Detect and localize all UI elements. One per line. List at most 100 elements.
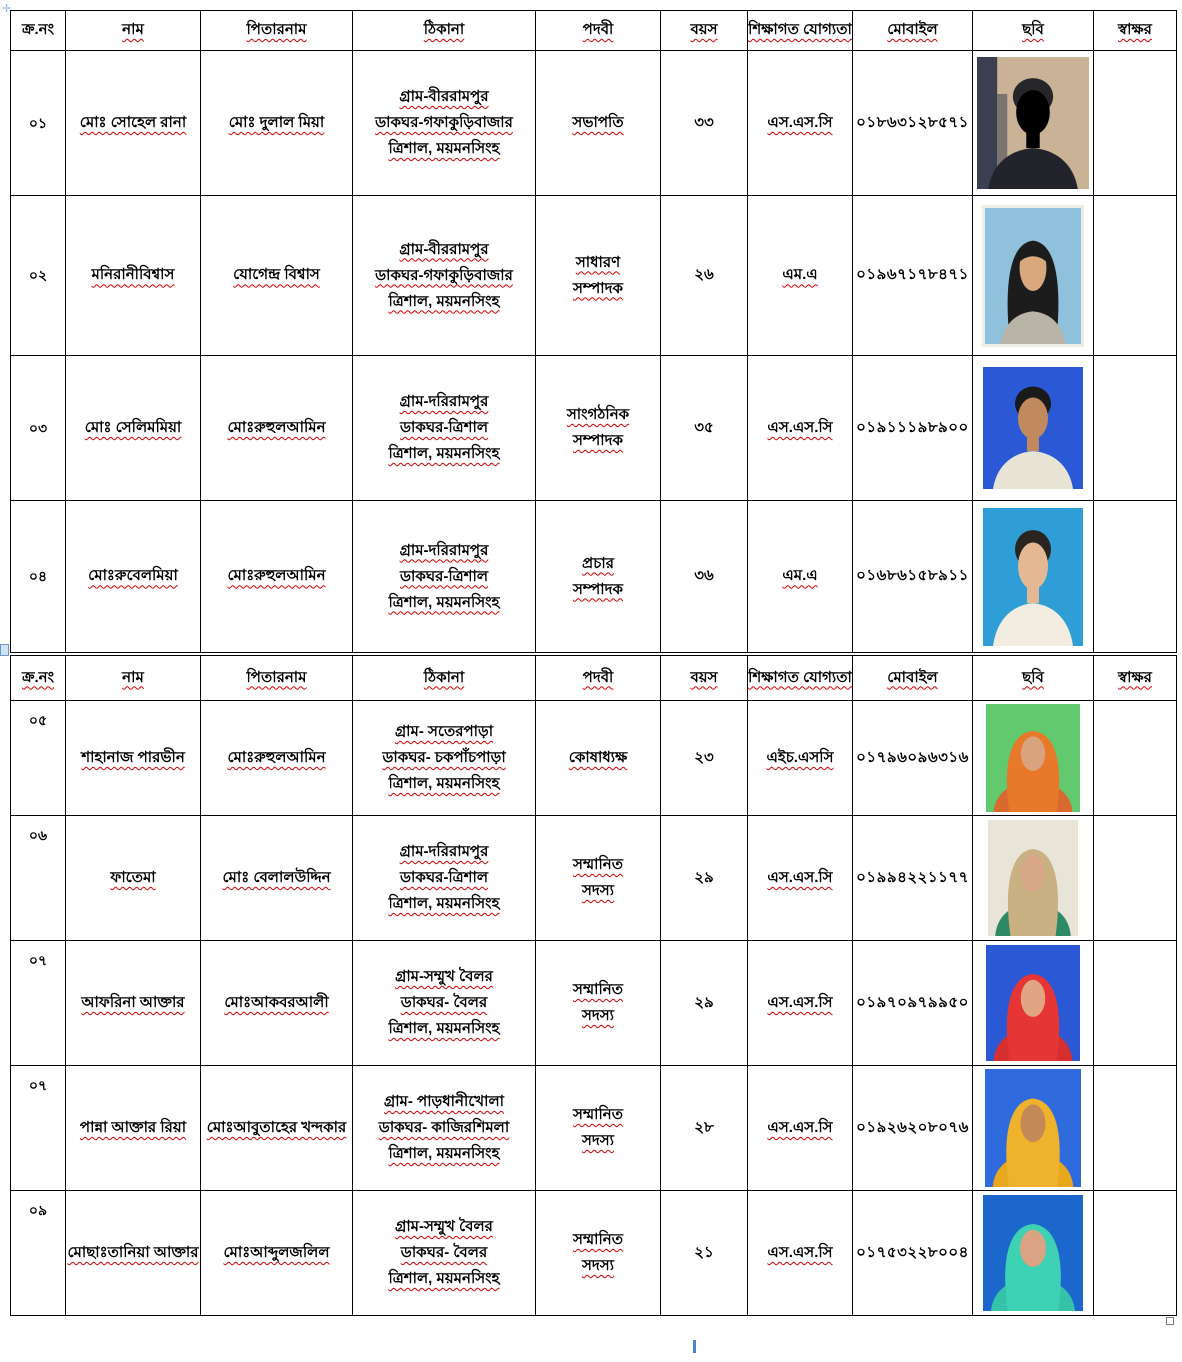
photo-cell[interactable] xyxy=(972,940,1094,1066)
col-header-serial[interactable]: ক্র.নং xyxy=(10,655,66,701)
signature-cell[interactable] xyxy=(1093,940,1177,1066)
address-cell[interactable]: গ্রাম-বীররামপুর ডাকঘর-গফাকুড়িবাজার ত্রিশা… xyxy=(352,50,536,196)
signature-cell[interactable] xyxy=(1093,1190,1177,1316)
address-cell[interactable]: গ্রাম-দরিরামপুর ডাকঘর-ত্রিশাল ত্রিশাল, ময়… xyxy=(352,355,536,501)
member-photo[interactable] xyxy=(983,1195,1083,1311)
col-header-signature[interactable]: স্বাক্ষর xyxy=(1093,10,1177,51)
photo-cell[interactable] xyxy=(972,815,1094,941)
serial-cell[interactable]: ০৩ xyxy=(10,355,66,501)
member-photo[interactable] xyxy=(980,504,1086,649)
address-cell[interactable]: গ্রাম-সম্মুখ বৈলর ডাকঘর- বৈলর ত্রিশাল, ময়… xyxy=(352,1190,536,1316)
age-cell[interactable]: ২৬ xyxy=(660,195,748,356)
serial-cell[interactable]: ০৭ xyxy=(10,1065,66,1191)
designation-cell[interactable]: সাংগঠনিক সম্পাদক xyxy=(535,355,661,501)
age-cell[interactable]: ৩৬ xyxy=(660,500,748,653)
address-cell[interactable]: গ্রাম-সম্মুখ বৈলর ডাকঘর- বৈলর ত্রিশাল, ময়… xyxy=(352,940,536,1066)
member-photo[interactable] xyxy=(986,704,1080,812)
father-cell[interactable]: মোঃরুহুলআমিন xyxy=(200,500,353,653)
designation-cell[interactable]: সভাপতি xyxy=(535,50,661,196)
photo-cell[interactable] xyxy=(972,355,1094,501)
father-cell[interactable]: যোগেন্দ্র বিশ্বাস xyxy=(200,195,353,356)
designation-cell[interactable]: সম্মানিত সদস্য xyxy=(535,1065,661,1191)
name-cell[interactable]: মনিরানীবিশ্বাস xyxy=(65,195,201,356)
age-cell[interactable]: ২৩ xyxy=(660,700,748,816)
age-cell[interactable]: ২৯ xyxy=(660,940,748,1066)
col-header-designation[interactable]: পদবী xyxy=(535,10,661,51)
name-cell[interactable]: ফাতেমা xyxy=(65,815,201,941)
signature-cell[interactable] xyxy=(1093,500,1177,653)
name-cell[interactable]: পান্না আক্তার রিয়া xyxy=(65,1065,201,1191)
father-cell[interactable]: মোঃরুহুলআমিন xyxy=(200,355,353,501)
table-resize-handle-icon[interactable] xyxy=(1166,1317,1174,1325)
member-photo[interactable] xyxy=(980,364,1086,492)
address-cell[interactable]: গ্রাম- সতেরপাড়া ডাকঘর- চকপাঁচপাড়া ত্রিশা… xyxy=(352,700,536,816)
mobile-cell[interactable]: ০১৬৮৬১৫৮৯১১ xyxy=(852,500,973,653)
member-photo[interactable] xyxy=(982,204,1084,347)
signature-cell[interactable] xyxy=(1093,355,1177,501)
age-cell[interactable]: ২১ xyxy=(660,1190,748,1316)
table-move-handle-icon[interactable]: ✛ xyxy=(2,3,12,15)
mobile-cell[interactable]: ০১৮৬৩১২৮৫৭১ xyxy=(852,50,973,196)
designation-cell[interactable]: সম্মানিত সদস্য xyxy=(535,940,661,1066)
name-cell[interactable]: মোঃ সেলিমমিয়া xyxy=(65,355,201,501)
serial-cell[interactable]: ০৯ xyxy=(10,1190,66,1316)
col-header-education[interactable]: শিক্ষাগত যোগ্যতা xyxy=(747,10,853,51)
education-cell[interactable]: এস.এস.সি xyxy=(747,50,853,196)
mobile-cell[interactable]: ০১৯৯৪২২১১৭৭ xyxy=(852,815,973,941)
serial-cell[interactable]: ০১ xyxy=(10,50,66,196)
father-cell[interactable]: মোঃ দুলাল মিয়া xyxy=(200,50,353,196)
member-photo[interactable] xyxy=(986,945,1080,1061)
education-cell[interactable]: এম.এ xyxy=(747,195,853,356)
name-cell[interactable]: আফরিনা আক্তার xyxy=(65,940,201,1066)
col-header-age[interactable]: বয়স xyxy=(660,655,748,701)
age-cell[interactable]: ২৯ xyxy=(660,815,748,941)
col-header-designation[interactable]: পদবী xyxy=(535,655,661,701)
serial-cell[interactable]: ০৭ xyxy=(10,940,66,1066)
col-header-serial[interactable]: ক্র.নং xyxy=(10,10,66,51)
father-cell[interactable]: মোঃআকবরআলী xyxy=(200,940,353,1066)
designation-cell[interactable]: প্রচার সম্পাদক xyxy=(535,500,661,653)
col-header-mobile[interactable]: মোবাইল xyxy=(852,10,973,51)
serial-cell[interactable]: ০৬ xyxy=(10,815,66,941)
mobile-cell[interactable]: ০১৭৯৬০৯৬৩১৬ xyxy=(852,700,973,816)
education-cell[interactable]: এস.এস.সি xyxy=(747,940,853,1066)
education-cell[interactable]: এস.এস.সি xyxy=(747,355,853,501)
age-cell[interactable]: ২৮ xyxy=(660,1065,748,1191)
serial-cell[interactable]: ০২ xyxy=(10,195,66,356)
father-cell[interactable]: মোঃআবুতাহের খন্দকার xyxy=(200,1065,353,1191)
col-header-age[interactable]: বয়স xyxy=(660,10,748,51)
serial-cell[interactable]: ০৫ xyxy=(10,700,66,816)
designation-cell[interactable]: সাধারণ সম্পাদক xyxy=(535,195,661,356)
address-cell[interactable]: গ্রাম-দরিরামপুর ডাকঘর-ত্রিশাল ত্রিশাল, ময়… xyxy=(352,815,536,941)
name-cell[interactable]: মোছাঃতানিয়া আক্তার xyxy=(65,1190,201,1316)
col-header-father[interactable]: পিতারনাম xyxy=(200,10,353,51)
col-header-address[interactable]: ঠিকানা xyxy=(352,10,536,51)
mobile-cell[interactable]: ০১৯৭০৯৭৯৯৫০ xyxy=(852,940,973,1066)
photo-cell[interactable] xyxy=(972,1190,1094,1316)
table-select-handle-icon[interactable] xyxy=(0,644,9,656)
name-cell[interactable]: মোঃরুবেলমিয়া xyxy=(65,500,201,653)
photo-cell[interactable] xyxy=(972,1065,1094,1191)
photo-cell[interactable] xyxy=(972,700,1094,816)
designation-cell[interactable]: সম্মানিত সদস্য xyxy=(535,1190,661,1316)
col-header-education[interactable]: শিক্ষাগত যোগ্যতা xyxy=(747,655,853,701)
col-header-photo[interactable]: ছবি xyxy=(972,10,1094,51)
col-header-name[interactable]: নাম xyxy=(65,655,201,701)
col-header-mobile[interactable]: মোবাইল xyxy=(852,655,973,701)
col-header-photo[interactable]: ছবি xyxy=(972,655,1094,701)
mobile-cell[interactable]: ০১৯১১১৯৮৯০০ xyxy=(852,355,973,501)
education-cell[interactable]: এম.এ xyxy=(747,500,853,653)
signature-cell[interactable] xyxy=(1093,815,1177,941)
col-header-father[interactable]: পিতারনাম xyxy=(200,655,353,701)
signature-cell[interactable] xyxy=(1093,50,1177,196)
mobile-cell[interactable]: ০১৯৬৭১৭৮৪৭১ xyxy=(852,195,973,356)
col-header-name[interactable]: নাম xyxy=(65,10,201,51)
member-photo[interactable] xyxy=(988,820,1078,936)
photo-cell[interactable] xyxy=(972,500,1094,653)
education-cell[interactable]: এইচ.এসসি xyxy=(747,700,853,816)
col-header-signature[interactable]: স্বাক্ষর xyxy=(1093,655,1177,701)
education-cell[interactable]: এস.এস.সি xyxy=(747,1065,853,1191)
name-cell[interactable]: শাহানাজ পারভীন xyxy=(65,700,201,816)
member-photo[interactable] xyxy=(985,1069,1081,1187)
designation-cell[interactable]: কোষাধ্যক্ষ xyxy=(535,700,661,816)
